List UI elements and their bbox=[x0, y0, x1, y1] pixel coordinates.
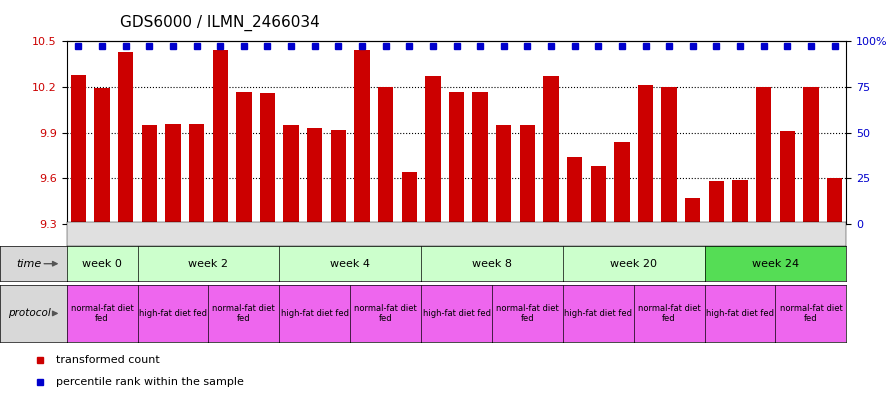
Text: week 20: week 20 bbox=[610, 259, 657, 269]
Bar bbox=[803, 87, 819, 224]
Bar bbox=[472, 92, 488, 224]
Bar bbox=[543, 76, 558, 224]
Text: normal-fat diet
fed: normal-fat diet fed bbox=[212, 304, 276, 323]
Bar bbox=[141, 125, 157, 224]
Bar bbox=[496, 125, 511, 224]
Bar bbox=[236, 92, 252, 224]
Bar bbox=[590, 166, 606, 224]
Bar bbox=[284, 125, 299, 224]
Text: week 4: week 4 bbox=[330, 259, 370, 269]
Text: high-fat diet fed: high-fat diet fed bbox=[706, 309, 774, 318]
Bar bbox=[780, 131, 795, 224]
Text: high-fat diet fed: high-fat diet fed bbox=[139, 309, 207, 318]
Bar bbox=[307, 128, 323, 224]
Bar bbox=[355, 50, 370, 224]
Bar bbox=[402, 172, 417, 224]
Bar bbox=[71, 75, 86, 224]
Bar bbox=[733, 180, 748, 224]
Bar bbox=[637, 85, 653, 224]
Text: high-fat diet fed: high-fat diet fed bbox=[565, 309, 632, 318]
Text: week 2: week 2 bbox=[188, 259, 228, 269]
Bar bbox=[118, 52, 133, 224]
Bar bbox=[827, 178, 842, 224]
Bar bbox=[685, 198, 701, 224]
Text: GDS6000 / ILMN_2466034: GDS6000 / ILMN_2466034 bbox=[120, 15, 320, 31]
Text: percentile rank within the sample: percentile rank within the sample bbox=[55, 377, 244, 387]
Text: protocol: protocol bbox=[8, 309, 51, 318]
Text: normal-fat diet
fed: normal-fat diet fed bbox=[780, 304, 842, 323]
Text: week 24: week 24 bbox=[752, 259, 799, 269]
Text: high-fat diet fed: high-fat diet fed bbox=[422, 309, 491, 318]
Bar bbox=[331, 130, 346, 224]
Text: normal-fat diet
fed: normal-fat diet fed bbox=[71, 304, 133, 323]
Text: normal-fat diet
fed: normal-fat diet fed bbox=[637, 304, 701, 323]
Bar bbox=[165, 123, 180, 224]
Bar bbox=[212, 50, 228, 224]
Bar bbox=[709, 182, 724, 224]
Text: normal-fat diet
fed: normal-fat diet fed bbox=[354, 304, 417, 323]
Bar bbox=[425, 76, 441, 224]
Text: high-fat diet fed: high-fat diet fed bbox=[281, 309, 348, 318]
Text: time: time bbox=[17, 259, 42, 269]
Text: week 8: week 8 bbox=[472, 259, 512, 269]
Bar bbox=[94, 88, 110, 224]
Bar bbox=[756, 87, 772, 224]
Bar bbox=[614, 142, 629, 224]
Bar bbox=[520, 125, 535, 224]
Text: normal-fat diet
fed: normal-fat diet fed bbox=[496, 304, 559, 323]
Bar bbox=[378, 87, 393, 224]
Bar bbox=[449, 92, 464, 224]
Bar bbox=[661, 87, 677, 224]
Text: week 0: week 0 bbox=[82, 259, 122, 269]
Bar bbox=[189, 123, 204, 224]
Bar bbox=[260, 93, 276, 224]
Bar bbox=[567, 157, 582, 224]
Text: transformed count: transformed count bbox=[55, 355, 159, 365]
